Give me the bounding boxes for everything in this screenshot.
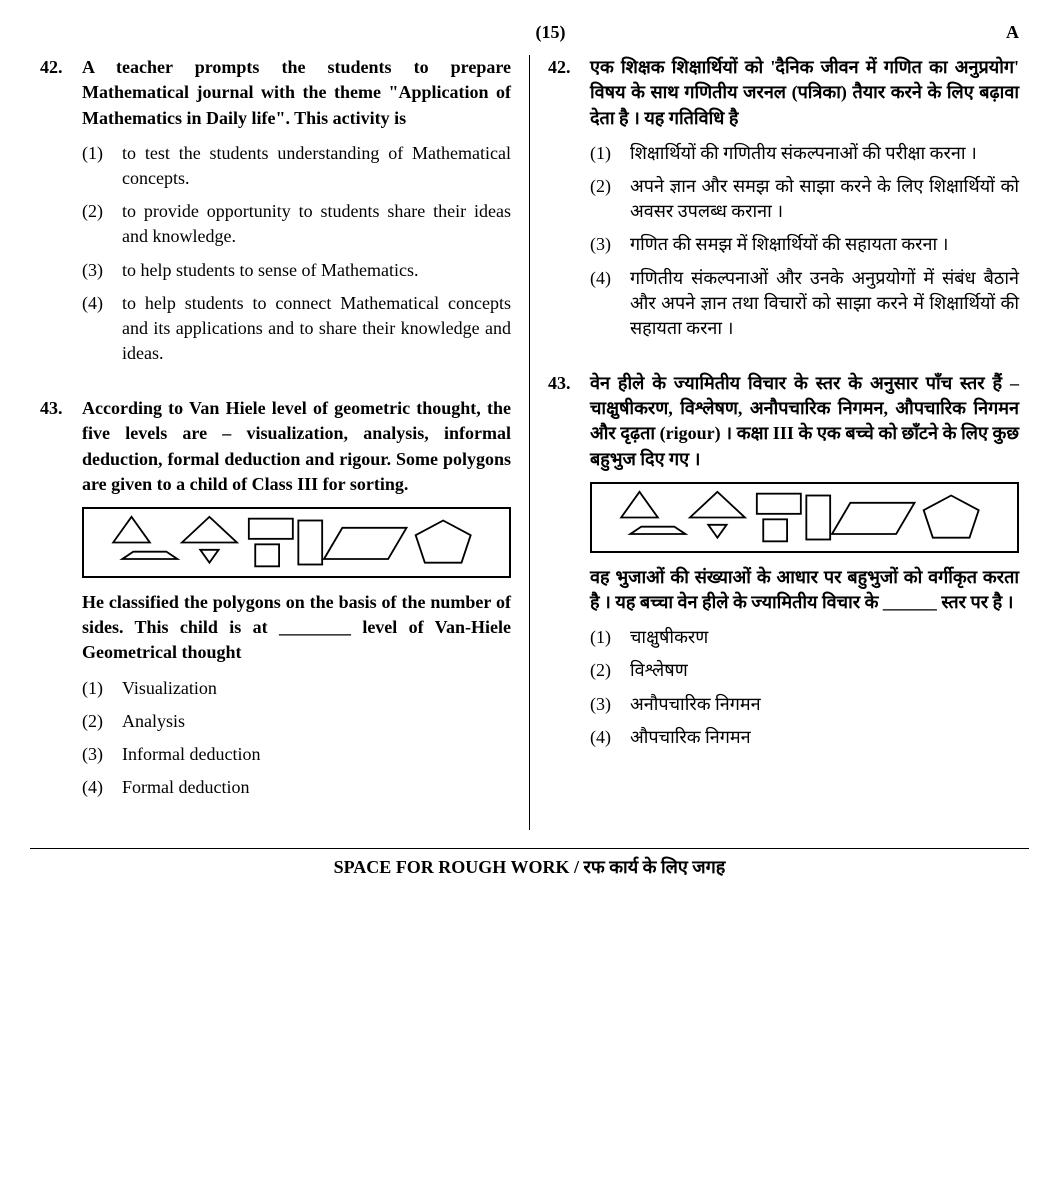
option: (3)Informal deduction bbox=[82, 742, 511, 767]
option-text: Informal deduction bbox=[122, 742, 511, 767]
option-text: गणितीय संकल्पनाओं और उनके अनुप्रयोगों मे… bbox=[630, 266, 1019, 342]
question-43-en: 43. According to Van Hiele level of geom… bbox=[40, 396, 511, 808]
page-header: (15) A bbox=[30, 20, 1029, 45]
question-42-en: 42. A teacher prompts the students to pr… bbox=[40, 55, 511, 374]
question-body: A teacher prompts the students to prepar… bbox=[82, 55, 511, 374]
set-label: A bbox=[1006, 20, 1019, 45]
question-number: 43. bbox=[548, 371, 590, 758]
option-number: (3) bbox=[590, 232, 630, 257]
question-43-hi: 43. वेन हीले के ज्यामितीय विचार के स्तर … bbox=[548, 371, 1019, 758]
option: (1)to test the students understanding of… bbox=[82, 141, 511, 191]
option-number: (3) bbox=[590, 692, 630, 717]
rough-work-footer: SPACE FOR ROUGH WORK / रफ कार्य के लिए ज… bbox=[30, 848, 1029, 880]
question-42-hi: 42. एक शिक्षक शिक्षार्थियों को 'दैनिक जी… bbox=[548, 55, 1019, 349]
options-list: (1)to test the students understanding of… bbox=[82, 141, 511, 367]
option-text: चाक्षुषीकरण bbox=[630, 625, 1019, 650]
option-number: (4) bbox=[590, 725, 630, 750]
option-text: अनौपचारिक निगमन bbox=[630, 692, 1019, 717]
options-list: (1)शिक्षार्थियों की गणितीय संकल्पनाओं की… bbox=[590, 141, 1019, 341]
column-english: 42. A teacher prompts the students to pr… bbox=[30, 55, 530, 830]
option-number: (1) bbox=[82, 676, 122, 701]
option-number: (4) bbox=[590, 266, 630, 342]
question-stem: A teacher prompts the students to prepar… bbox=[82, 55, 511, 131]
option-number: (2) bbox=[82, 199, 122, 249]
question-post-stem: He classified the polygons on the basis … bbox=[82, 590, 511, 666]
option-number: (4) bbox=[82, 775, 122, 800]
option: (4)Formal deduction bbox=[82, 775, 511, 800]
option: (2)Analysis bbox=[82, 709, 511, 734]
option-number: (1) bbox=[590, 625, 630, 650]
columns: 42. A teacher prompts the students to pr… bbox=[30, 55, 1029, 830]
polygon-shapes-figure bbox=[590, 482, 1019, 553]
column-hindi: 42. एक शिक्षक शिक्षार्थियों को 'दैनिक जी… bbox=[530, 55, 1029, 830]
option-text: to help students to sense of Mathematics… bbox=[122, 258, 511, 283]
option: (1)चाक्षुषीकरण bbox=[590, 625, 1019, 650]
option: (2)अपने ज्ञान और समझ को साझा करने के लिए… bbox=[590, 174, 1019, 224]
option-text: to test the students understanding of Ma… bbox=[122, 141, 511, 191]
option-text: औपचारिक निगमन bbox=[630, 725, 1019, 750]
question-body: According to Van Hiele level of geometri… bbox=[82, 396, 511, 808]
option-text: अपने ज्ञान और समझ को साझा करने के लिए शि… bbox=[630, 174, 1019, 224]
option: (3)अनौपचारिक निगमन bbox=[590, 692, 1019, 717]
option-text: गणित की समझ में शिक्षार्थियों की सहायता … bbox=[630, 232, 1019, 257]
polygon-shapes-figure bbox=[82, 507, 511, 578]
option-text: to help students to connect Mathematical… bbox=[122, 291, 511, 367]
option-text: Visualization bbox=[122, 676, 511, 701]
option-number: (2) bbox=[82, 709, 122, 734]
option-number: (3) bbox=[82, 742, 122, 767]
question-number: 42. bbox=[40, 55, 82, 374]
option: (4)to help students to connect Mathemati… bbox=[82, 291, 511, 367]
option-number: (1) bbox=[590, 141, 630, 166]
question-stem: According to Van Hiele level of geometri… bbox=[82, 396, 511, 497]
options-list: (1)चाक्षुषीकरण (2)विश्लेषण (3)अनौपचारिक … bbox=[590, 625, 1019, 750]
option: (1)Visualization bbox=[82, 676, 511, 701]
option: (4)गणितीय संकल्पनाओं और उनके अनुप्रयोगों… bbox=[590, 266, 1019, 342]
question-stem: वेन हीले के ज्यामितीय विचार के स्तर के अ… bbox=[590, 371, 1019, 472]
option: (2)विश्लेषण bbox=[590, 658, 1019, 683]
option-text: Formal deduction bbox=[122, 775, 511, 800]
option-number: (4) bbox=[82, 291, 122, 367]
question-number: 42. bbox=[548, 55, 590, 349]
option: (4)औपचारिक निगमन bbox=[590, 725, 1019, 750]
option-text: Analysis bbox=[122, 709, 511, 734]
option-number: (2) bbox=[590, 658, 630, 683]
option-number: (1) bbox=[82, 141, 122, 191]
option-text: शिक्षार्थियों की गणितीय संकल्पनाओं की पर… bbox=[630, 141, 1019, 166]
option: (3)गणित की समझ में शिक्षार्थियों की सहाय… bbox=[590, 232, 1019, 257]
option-number: (3) bbox=[82, 258, 122, 283]
page-number: (15) bbox=[72, 20, 1029, 45]
option-number: (2) bbox=[590, 174, 630, 224]
option: (2)to provide opportunity to students sh… bbox=[82, 199, 511, 249]
option: (3)to help students to sense of Mathemat… bbox=[82, 258, 511, 283]
option-text: विश्लेषण bbox=[630, 658, 1019, 683]
question-body: वेन हीले के ज्यामितीय विचार के स्तर के अ… bbox=[590, 371, 1019, 758]
question-stem: एक शिक्षक शिक्षार्थियों को 'दैनिक जीवन म… bbox=[590, 55, 1019, 131]
shapes-svg bbox=[600, 490, 1009, 545]
option-text: to provide opportunity to students share… bbox=[122, 199, 511, 249]
question-body: एक शिक्षक शिक्षार्थियों को 'दैनिक जीवन म… bbox=[590, 55, 1019, 349]
option: (1)शिक्षार्थियों की गणितीय संकल्पनाओं की… bbox=[590, 141, 1019, 166]
question-post-stem: वह भुजाओं की संख्याओं के आधार पर बहुभुजो… bbox=[590, 565, 1019, 615]
options-list: (1)Visualization (2)Analysis (3)Informal… bbox=[82, 676, 511, 801]
shapes-svg bbox=[92, 515, 501, 570]
question-number: 43. bbox=[40, 396, 82, 808]
